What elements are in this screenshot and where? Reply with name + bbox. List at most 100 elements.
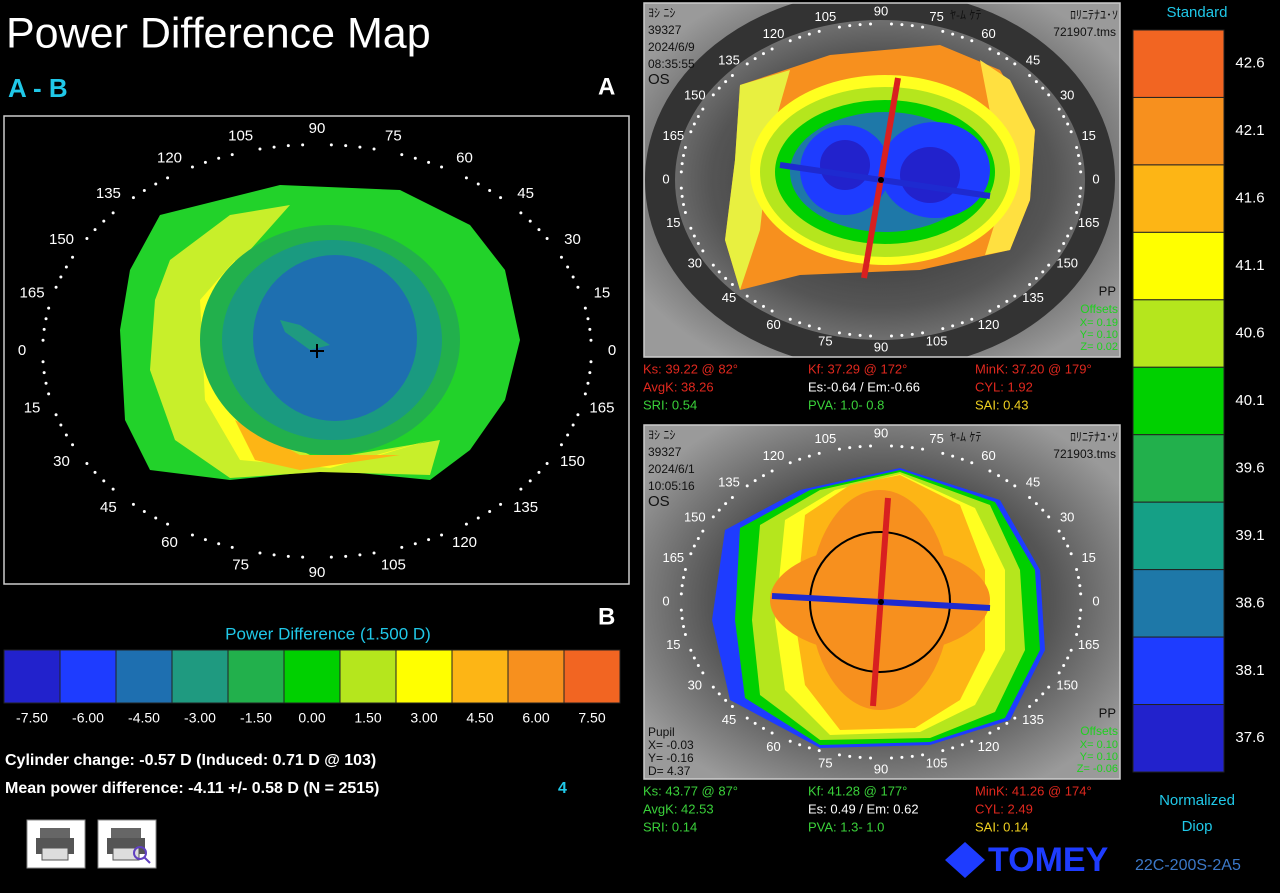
degree-dot bbox=[559, 443, 563, 447]
degree-dot bbox=[47, 392, 51, 396]
degree-label: 90 bbox=[309, 564, 326, 581]
degree-label: 75 bbox=[818, 756, 832, 771]
degree-label: 120 bbox=[978, 317, 1000, 332]
degree-label: 105 bbox=[381, 556, 406, 573]
degree-dot bbox=[488, 509, 492, 513]
pupil-value: D= 4.37 bbox=[648, 764, 691, 778]
degree-dot bbox=[131, 196, 135, 200]
exam-id: 39327 bbox=[648, 445, 682, 459]
degree-dot bbox=[817, 327, 821, 331]
degree-label: 60 bbox=[456, 150, 473, 167]
degree-label: 0 bbox=[662, 171, 669, 186]
degree-dot bbox=[889, 756, 893, 760]
print-preview-button[interactable] bbox=[97, 819, 157, 869]
degree-dot bbox=[440, 533, 444, 537]
title: Power Difference Map bbox=[6, 9, 431, 57]
degree-dot bbox=[717, 508, 721, 512]
degree-dot bbox=[970, 461, 974, 465]
degree-dot bbox=[499, 196, 503, 200]
degree-label: 30 bbox=[688, 255, 702, 270]
degree-dot bbox=[586, 317, 590, 321]
degree-dot bbox=[753, 479, 757, 483]
degree-label: 120 bbox=[763, 26, 785, 41]
degree-label: 15 bbox=[666, 215, 680, 230]
degree-dot bbox=[230, 153, 234, 157]
degree-dot bbox=[724, 80, 728, 84]
degree-dot bbox=[1005, 299, 1009, 303]
degree-dot bbox=[689, 552, 693, 556]
degree-dot bbox=[464, 176, 468, 180]
degree-dot bbox=[717, 692, 721, 696]
exam-stat: Ks: 43.77 @ 87° bbox=[643, 783, 738, 798]
degree-label: 135 bbox=[1022, 712, 1044, 727]
degree-dot bbox=[837, 331, 841, 335]
degree-dot bbox=[889, 22, 893, 26]
degree-dot bbox=[44, 317, 48, 321]
degree-dot bbox=[761, 304, 765, 308]
degree-dot bbox=[329, 143, 333, 147]
degree-dot bbox=[696, 114, 700, 118]
standard-label: 41.1 bbox=[1235, 257, 1264, 274]
degree-dot bbox=[1047, 515, 1051, 519]
degree-label: 0 bbox=[608, 342, 616, 359]
degree-dot bbox=[701, 107, 705, 111]
degree-label: 90 bbox=[874, 761, 888, 776]
scale-swatch bbox=[59, 649, 117, 704]
degree-dot bbox=[1062, 664, 1066, 668]
degree-label: 0 bbox=[1092, 171, 1099, 186]
degree-dot bbox=[807, 324, 811, 328]
degree-dot bbox=[190, 533, 194, 537]
degree-label: 0 bbox=[18, 342, 26, 359]
exam-stat: Ks: 39.22 @ 82° bbox=[643, 361, 738, 376]
degree-dot bbox=[64, 433, 68, 437]
degree-dot bbox=[1066, 122, 1070, 126]
print-button[interactable] bbox=[26, 819, 86, 869]
standard-swatch bbox=[1132, 434, 1225, 503]
degree-dot bbox=[682, 154, 686, 158]
degree-label: 165 bbox=[1078, 215, 1100, 230]
degree-dot bbox=[1041, 86, 1045, 90]
degree-dot bbox=[679, 608, 683, 612]
degree-label: 120 bbox=[763, 448, 785, 463]
degree-dot bbox=[869, 22, 873, 26]
degree-label: 165 bbox=[589, 399, 614, 416]
pupil-value: Pupil bbox=[648, 725, 675, 739]
degree-dot bbox=[1069, 130, 1073, 134]
degree-label: 90 bbox=[874, 3, 888, 18]
degree-dot bbox=[869, 756, 873, 760]
degree-label: 135 bbox=[513, 499, 538, 516]
standard-title: Standard bbox=[1167, 4, 1228, 21]
degree-dot bbox=[798, 743, 802, 747]
scale-title: Power Difference (1.500 D) bbox=[225, 624, 431, 643]
degree-dot bbox=[701, 529, 705, 533]
degree-dot bbox=[711, 515, 715, 519]
degree-dot bbox=[679, 186, 683, 190]
degree-dot bbox=[85, 237, 89, 241]
degree-dot bbox=[988, 731, 992, 735]
degree-dot bbox=[203, 160, 207, 164]
scale-swatch bbox=[507, 649, 565, 704]
brand-logo bbox=[945, 842, 985, 878]
standard-swatch bbox=[1132, 96, 1225, 166]
degree-dot bbox=[692, 234, 696, 238]
degree-label: 30 bbox=[564, 231, 581, 248]
degree-label: 75 bbox=[929, 431, 943, 446]
degree-dot bbox=[761, 52, 765, 56]
degree-dot bbox=[1028, 495, 1032, 499]
degree-dot bbox=[970, 317, 974, 321]
degree-dot bbox=[941, 749, 945, 753]
degree-dot bbox=[258, 551, 262, 555]
degree-dot bbox=[682, 202, 686, 206]
degree-dot bbox=[730, 283, 734, 287]
degree-dot bbox=[1034, 276, 1038, 280]
degree-label: 30 bbox=[1060, 509, 1074, 524]
degree-dot bbox=[817, 749, 821, 753]
degree-dot bbox=[997, 304, 1001, 308]
degree-dot bbox=[689, 130, 693, 134]
offset-value: Y= 0.10 bbox=[1080, 329, 1118, 341]
exam-file: 721907.tms bbox=[1053, 25, 1116, 39]
exam-time: 10:05:16 bbox=[648, 479, 695, 493]
degree-label: 165 bbox=[20, 285, 45, 302]
degree-dot bbox=[753, 721, 757, 725]
degree-dot bbox=[745, 294, 749, 298]
